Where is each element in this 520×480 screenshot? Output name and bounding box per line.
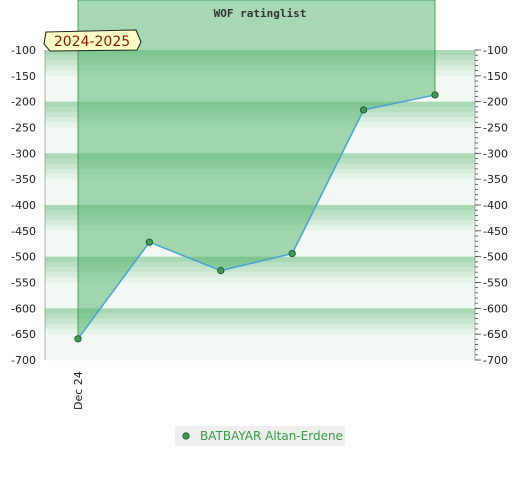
y-tick-label-right: -350 bbox=[483, 173, 508, 186]
y-tick-label-right: -150 bbox=[483, 70, 508, 83]
plot-band bbox=[45, 318, 475, 325]
y-tick-label-right: -300 bbox=[483, 147, 508, 160]
y-tick-label-left: -550 bbox=[11, 277, 36, 290]
data-point bbox=[288, 249, 296, 258]
y-tick-label-left: -150 bbox=[11, 70, 36, 83]
plot-band bbox=[45, 282, 475, 288]
plot-band bbox=[45, 267, 475, 273]
y-tick-label-left: -400 bbox=[11, 199, 36, 212]
y-tick-label-left: -350 bbox=[11, 173, 36, 186]
data-point bbox=[431, 91, 439, 99]
data-point bbox=[359, 106, 368, 114]
plot-band bbox=[45, 349, 475, 356]
plot-band bbox=[45, 313, 475, 319]
y-tick-label-right: -200 bbox=[483, 96, 508, 109]
data-points bbox=[74, 91, 439, 343]
chart-title: WOF ratinglist bbox=[214, 7, 307, 20]
y-tick-label-left: -600 bbox=[11, 302, 36, 315]
x-tick-label: Dec 24 bbox=[72, 371, 85, 410]
y-tick-label-right: -250 bbox=[483, 122, 508, 135]
y-tick-label-right: -600 bbox=[483, 302, 508, 315]
plot-band bbox=[45, 292, 475, 299]
y-tick-label-right: -400 bbox=[483, 199, 508, 212]
plot-band bbox=[45, 261, 475, 268]
legend-marker bbox=[182, 432, 190, 440]
season-badge-label: 2024-2025 bbox=[54, 34, 130, 50]
plot-band bbox=[45, 323, 475, 330]
plot-band bbox=[45, 308, 475, 314]
y-tick-label-left: -100 bbox=[11, 44, 36, 57]
y-tick-label-right: -550 bbox=[483, 277, 508, 290]
plot-band bbox=[45, 344, 475, 350]
plot-band bbox=[45, 339, 475, 345]
y-tick-label-left: -300 bbox=[11, 147, 36, 160]
plot-band bbox=[45, 298, 475, 304]
y-tick-label-left: -650 bbox=[11, 328, 36, 341]
plot-band bbox=[45, 334, 475, 340]
plot-band bbox=[45, 303, 475, 309]
x-axis: Dec 24 bbox=[72, 371, 85, 410]
y-tick-label-right: -500 bbox=[483, 251, 508, 264]
y-tick-label-right: -650 bbox=[483, 328, 508, 341]
y-axis-left: -100 -150 -200 -250 -300 -350 -400 -450 -500 -550… bbox=[11, 44, 46, 367]
plot-band bbox=[45, 329, 475, 335]
season-badge: 2024-2025 bbox=[43, 29, 142, 52]
legend-label: BATBAYAR Altan-Erdene bbox=[200, 429, 343, 443]
data-point bbox=[74, 335, 82, 343]
y-tick-label-left: -450 bbox=[11, 225, 36, 238]
y-tick-label-left: -250 bbox=[11, 122, 36, 135]
y-tick-label-left: -700 bbox=[11, 354, 36, 367]
plot-band bbox=[45, 287, 475, 294]
data-point bbox=[145, 238, 153, 246]
plot-band bbox=[45, 354, 475, 361]
plot-band bbox=[45, 272, 475, 278]
y-axis-right: -100 -150 -200 -250 -300 -350 -400 -450 -500 -550… bbox=[474, 44, 508, 367]
y-tick-label-right: -100 bbox=[483, 44, 508, 57]
y-tick-label-right: -450 bbox=[483, 225, 508, 238]
data-point bbox=[217, 267, 225, 275]
series-line bbox=[77, 94, 436, 340]
y-tick-label-right: -700 bbox=[483, 354, 508, 367]
y-tick-label-left: -200 bbox=[11, 96, 36, 109]
legend: BATBAYAR Altan-Erdene bbox=[175, 426, 345, 446]
plot-band bbox=[45, 277, 475, 283]
y-tick-label-left: -500 bbox=[11, 251, 36, 264]
